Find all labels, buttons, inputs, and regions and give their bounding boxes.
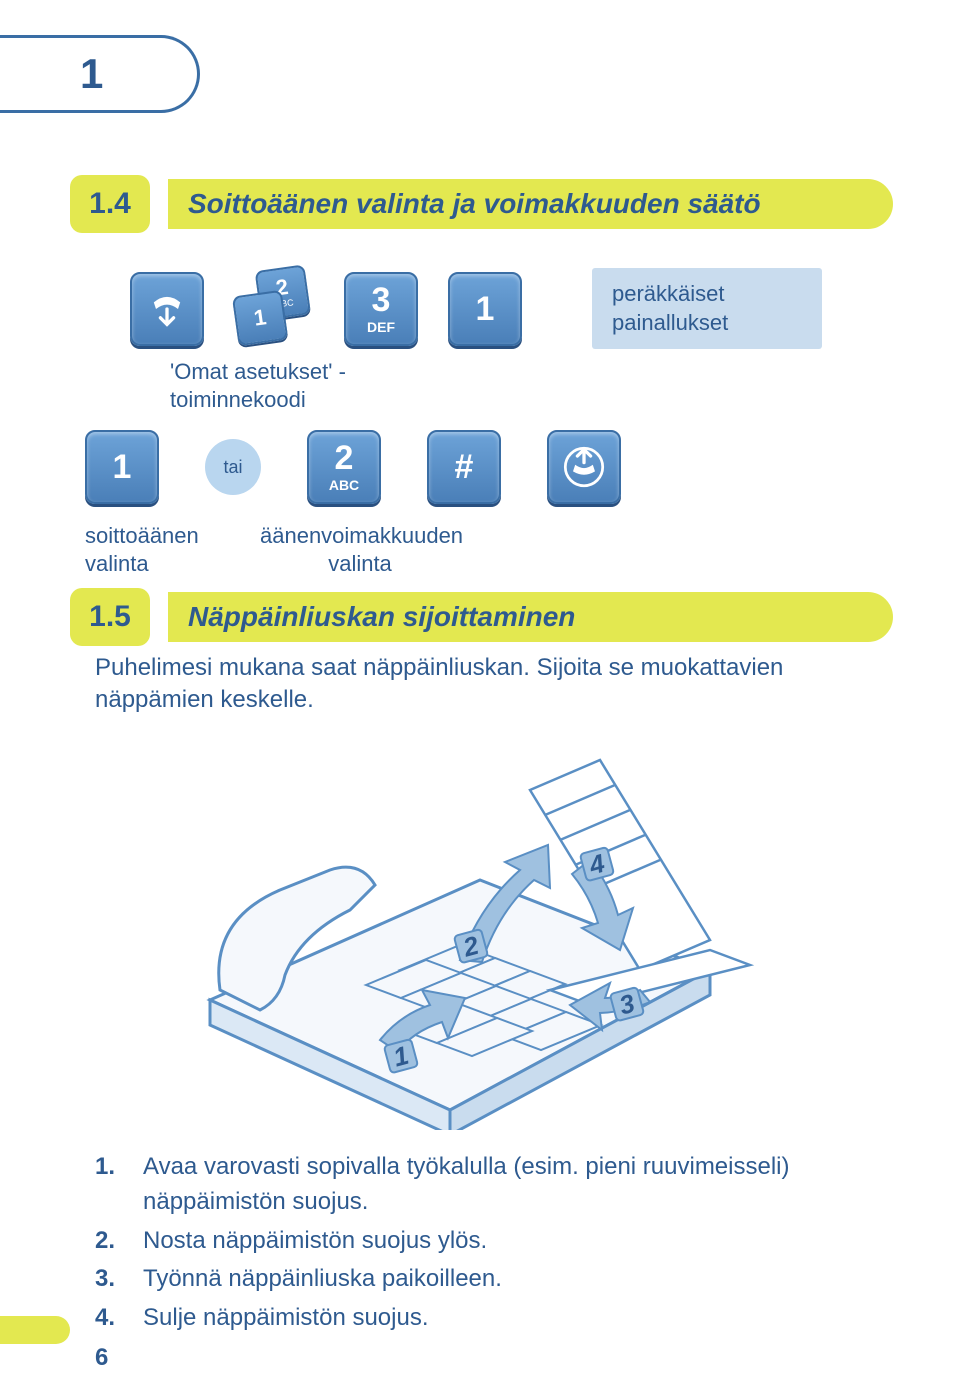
key-hash: # — [427, 430, 501, 504]
combo-key-1-2: 2 ABC 1 — [229, 263, 319, 353]
key-sequence-row-2: 1 tai 2 ABC # — [85, 430, 621, 504]
combo-key-1: 1 — [232, 289, 288, 345]
page-number: 6 — [95, 1344, 108, 1372]
pickup-icon-key — [130, 272, 204, 346]
section-title: Soittoäänen valinta ja voimakkuuden säät… — [188, 188, 761, 220]
step-item: 4. Sulje näppäimistön suojus. — [95, 1301, 885, 1336]
footer-accent-bar — [0, 1316, 70, 1344]
caption-omat-asetukset: 'Omat asetukset' - toiminnekoodi — [170, 358, 346, 413]
section-title-pill-2: Näppäinliuskan sijoittaminen — [168, 592, 893, 642]
or-pill: tai — [205, 439, 261, 495]
phone-illustration: 1 2 3 4 — [150, 740, 770, 1130]
section-header-1-5: 1.5 Näppäinliuskan sijoittaminen — [70, 588, 893, 646]
steps-list: 1. Avaa varovasti sopivalla työkalulla (… — [95, 1150, 885, 1340]
body-paragraph: Puhelimesi mukana saat näppäinliuskan. S… — [95, 652, 875, 717]
section-title-pill: Soittoäänen valinta ja voimakkuuden säät… — [168, 179, 893, 229]
chapter-number: 1 — [80, 50, 103, 98]
step-item: 3. Työnnä näppäinliuska paikoilleen. — [95, 1262, 885, 1297]
section-header-1-4: 1.4 Soittoäänen valinta ja voimakkuuden … — [70, 175, 893, 233]
section-number: 1.4 — [70, 175, 150, 233]
step-item: 1. Avaa varovasti sopivalla työkalulla (… — [95, 1150, 885, 1220]
key-sequence-row-1: 2 ABC 1 3 DEF 1 peräkkäiset painallukset — [130, 268, 822, 349]
chapter-tab: 1 — [0, 35, 200, 113]
caption-volume-select: äänenvoimakkuuden valinta — [260, 522, 460, 577]
caption-ringtone-select: soittoäänen valinta — [85, 522, 199, 577]
step-item: 2. Nosta näppäimistön suojus ylös. — [95, 1224, 885, 1259]
key-1-b: 1 — [85, 430, 159, 504]
section-title-2: Näppäinliuskan sijoittaminen — [188, 601, 575, 633]
section-number-2: 1.5 — [70, 588, 150, 646]
key-1: 1 — [448, 272, 522, 346]
hangup-icon-key — [547, 430, 621, 504]
note-consecutive: peräkkäiset painallukset — [592, 268, 822, 349]
key-2-abc: 2 ABC — [307, 430, 381, 504]
key-3-def: 3 DEF — [344, 272, 418, 346]
